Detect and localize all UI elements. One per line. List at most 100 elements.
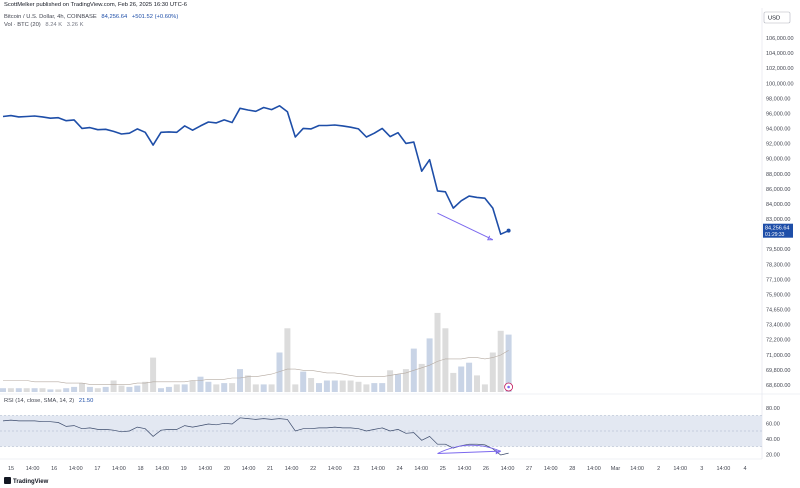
volume-legend-label: Vol · BTC (20) bbox=[4, 22, 41, 28]
volume-bar bbox=[316, 383, 322, 392]
currency-button[interactable] bbox=[763, 11, 791, 24]
price-axis-label: 79,500.00 bbox=[766, 247, 790, 253]
volume-bar bbox=[284, 328, 291, 393]
time-axis-label: 14:00 bbox=[112, 466, 126, 472]
volume-bar bbox=[229, 383, 236, 392]
symbol-title: Bitcoin / U.S. Dollar, 4h, COINBASE 84,2… bbox=[4, 14, 178, 20]
time-axis-label: 14:00 bbox=[69, 466, 83, 472]
time-axis-label: 14:00 bbox=[587, 466, 601, 472]
time-axis-label: 16 bbox=[51, 466, 57, 472]
time-axis-label: Mar bbox=[611, 466, 621, 472]
rsi-line bbox=[2, 417, 509, 456]
time-axis-label: 14:00 bbox=[717, 466, 731, 472]
time-axis-label: 14:00 bbox=[673, 466, 687, 472]
volume-bar bbox=[395, 374, 401, 392]
volume-bar bbox=[102, 386, 109, 392]
time-axis-label: 14:00 bbox=[328, 466, 342, 472]
time-axis-label: 28 bbox=[569, 466, 575, 472]
price-axis-label: 74,650.00 bbox=[766, 308, 790, 314]
volume-bar bbox=[244, 375, 251, 392]
rsi-divergence-curve[interactable] bbox=[437, 444, 501, 454]
volume-bar bbox=[308, 378, 315, 392]
volume-bar bbox=[47, 389, 54, 392]
alert-marker-dot bbox=[507, 385, 510, 389]
rsi-axis-label: 40.00 bbox=[766, 437, 780, 443]
time-axis-label: 14:00 bbox=[198, 466, 212, 472]
volume-bar bbox=[474, 375, 480, 392]
volume-bar bbox=[442, 328, 449, 393]
time-axis-label: 26 bbox=[483, 466, 489, 472]
rsi-axis-label: 20.00 bbox=[766, 452, 780, 458]
price-axis-label: 72,200.00 bbox=[766, 338, 790, 344]
last-price-tag: 84,256.64 01:29:33 bbox=[763, 223, 793, 238]
time-axis-label: 20 bbox=[224, 466, 230, 472]
volume-bar bbox=[158, 388, 164, 392]
volume-bar bbox=[481, 384, 488, 392]
volume-bar bbox=[213, 384, 220, 392]
divergence-arrow[interactable] bbox=[437, 450, 501, 454]
volume-bar bbox=[497, 330, 504, 392]
volume-bar bbox=[7, 388, 14, 392]
price-axis-label: 71,000.00 bbox=[766, 353, 790, 359]
volume-bar bbox=[347, 380, 354, 392]
volume-bar bbox=[505, 334, 512, 392]
time-axis-label: 14:00 bbox=[544, 466, 558, 472]
volume-bar bbox=[355, 381, 362, 392]
price-axis-label: 100,000.00 bbox=[766, 81, 794, 87]
volume-bars bbox=[0, 312, 512, 393]
volume-bar bbox=[339, 380, 346, 392]
time-axis-label: 2 bbox=[657, 466, 660, 472]
volume-ma-line bbox=[3, 350, 509, 385]
volume-bar bbox=[23, 388, 30, 392]
time-axis-label: 14:00 bbox=[501, 466, 515, 472]
price-axis-label: 77,100.00 bbox=[766, 277, 790, 283]
time-axis-label: 14:00 bbox=[242, 466, 256, 472]
price-axis-label: 86,000.00 bbox=[766, 187, 790, 193]
volume-legend: Vol · BTC (20) 8.24 K 3.26 K bbox=[4, 22, 84, 28]
volume-bar bbox=[292, 384, 299, 392]
price-line bbox=[2, 105, 509, 235]
volume-bar bbox=[300, 371, 307, 392]
time-axis-label: 14:00 bbox=[371, 466, 385, 472]
volume-bar bbox=[0, 388, 6, 392]
volume-bar bbox=[268, 384, 275, 392]
price-axis-label: 106,000.00 bbox=[766, 36, 794, 42]
volume-bar bbox=[173, 384, 180, 392]
price-axis-label: 83,000.00 bbox=[766, 217, 790, 223]
volume-bar bbox=[142, 381, 149, 392]
published-by-text: ScottMelker published on TradingView.com… bbox=[4, 2, 187, 8]
rsi-axis-label: 80.00 bbox=[766, 406, 780, 412]
volume-bar bbox=[458, 366, 465, 392]
volume-bar bbox=[118, 385, 125, 392]
volume-bar bbox=[15, 388, 22, 392]
divergence-arrow[interactable] bbox=[437, 212, 494, 241]
volume-ma-value: 3.26 K bbox=[67, 22, 84, 28]
last-price-tag-bg bbox=[763, 223, 793, 238]
price-axis-label: 98,000.00 bbox=[766, 96, 790, 102]
price-axis-label: 96,000.00 bbox=[766, 111, 790, 117]
volume-bar bbox=[434, 312, 441, 392]
price-axis-label: 90,000.00 bbox=[766, 157, 790, 163]
time-axis-label: 18 bbox=[137, 466, 143, 472]
rsi-legend: RSI (14, close, SMA, 14, 2) 21.50 bbox=[4, 398, 93, 404]
volume-bar bbox=[379, 383, 386, 392]
volume-bar bbox=[86, 386, 93, 392]
time-axis-label: 15 bbox=[8, 466, 14, 472]
tradingview-logo-icon bbox=[4, 477, 11, 484]
volume-bar bbox=[252, 384, 259, 392]
last-price-dot bbox=[506, 228, 511, 233]
volume-bar bbox=[402, 369, 409, 392]
rsi-legend-value: 21.50 bbox=[79, 398, 94, 404]
rsi-axis-label: 60.00 bbox=[766, 421, 780, 427]
price-axis-label: 102,000.00 bbox=[766, 66, 794, 72]
volume-bar bbox=[197, 376, 204, 392]
volume-bar bbox=[150, 357, 157, 392]
volume-bar bbox=[31, 388, 38, 392]
time-axis-label: 14:00 bbox=[285, 466, 299, 472]
time-axis-label: 27 bbox=[526, 466, 532, 472]
volume-bar bbox=[94, 388, 101, 392]
volume-bar bbox=[39, 388, 46, 392]
price-axis-label: 94,000.00 bbox=[766, 127, 790, 133]
time-axis-label: 14:00 bbox=[155, 466, 169, 472]
